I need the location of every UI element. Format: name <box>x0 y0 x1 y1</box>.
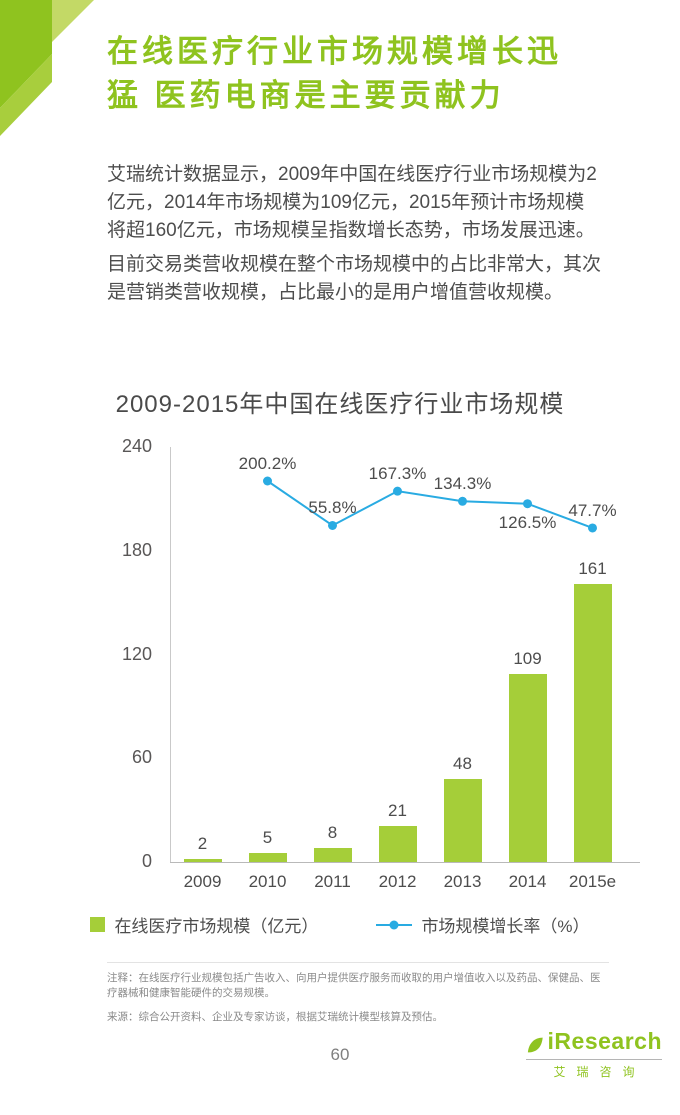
paragraph-1: 艾瑞统计数据显示，2009年中国在线医疗行业市场规模为2亿元，2014年市场规模… <box>107 164 597 241</box>
leaf-icon <box>527 1037 543 1053</box>
logo-brand-text: iResearch <box>547 1028 662 1054</box>
bar <box>508 673 547 862</box>
x-axis-label: 2015e <box>568 872 617 891</box>
footnotes: 注释：在线医疗行业规模包括广告收入、向用户提供医疗服务而收取的用户增值收入以及药… <box>107 962 609 1025</box>
page-number: 60 <box>330 1045 350 1064</box>
x-axis-label: 2014 <box>508 872 547 891</box>
line-point <box>393 486 402 496</box>
logo-divider <box>526 1059 662 1060</box>
footnote-source: 来源：综合公开资料、企业及专家访谈，根据艾瑞统计模型核算及预估。 <box>107 1011 443 1023</box>
bar-value-label: 2 <box>197 833 208 853</box>
line-point <box>263 476 272 486</box>
page-title: 在线医疗行业市场规模增长迅 猛 医药电商是主要贡献力 <box>107 30 612 118</box>
line-point <box>588 523 597 533</box>
rate-label: 47.7% <box>568 500 617 520</box>
bar <box>313 848 352 862</box>
x-axis-line <box>170 862 640 863</box>
rate-label: 55.8% <box>308 498 357 518</box>
line-point <box>523 499 532 509</box>
body-text: 艾瑞统计数据显示，2009年中国在线医疗行业市场规模为2亿元，2014年市场规模… <box>107 161 603 313</box>
bar <box>443 779 482 862</box>
iresearch-logo: iResearch 艾瑞咨询 <box>526 1028 662 1080</box>
bar-value-label: 8 <box>327 823 338 843</box>
bar <box>183 858 222 862</box>
line-point <box>328 520 337 530</box>
bar-value-label: 109 <box>513 648 542 668</box>
y-axis-tick-label: 240 <box>121 436 152 456</box>
x-axis-label: 2012 <box>378 872 417 891</box>
x-axis-label: 2013 <box>443 872 482 891</box>
legend-line-label: 市场规模增长率（%） <box>421 917 590 936</box>
x-axis-label: 2010 <box>248 872 287 891</box>
x-axis-label: 2009 <box>183 872 222 891</box>
y-axis-tick-label: 60 <box>131 747 152 768</box>
chart-legend: 在线医疗市场规模（亿元） 市场规模增长率（%） <box>0 912 680 937</box>
bar-value-label: 5 <box>262 828 273 848</box>
y-axis-tick-label: 0 <box>141 851 152 871</box>
legend-bar-label: 在线医疗市场规模（亿元） <box>114 917 319 936</box>
page-title-line-1: 在线医疗行业市场规模增长迅 <box>107 34 562 69</box>
rate-label: 167.3% <box>368 464 427 484</box>
rate-label: 134.3% <box>433 474 492 494</box>
logo-brand-cn: 艾瑞咨询 <box>553 1065 646 1079</box>
rate-label: 126.5% <box>498 512 557 532</box>
bar <box>248 853 287 862</box>
rate-label: 200.2% <box>238 454 297 473</box>
bar-value-label: 161 <box>578 558 607 578</box>
line-point <box>458 496 467 506</box>
legend-line-icon <box>376 920 413 929</box>
bar-value-label: 21 <box>388 800 407 820</box>
x-axis-label: 2011 <box>314 872 351 891</box>
logo-row: iResearch <box>526 1028 662 1055</box>
bar <box>378 825 417 862</box>
bar-value-label: 48 <box>453 754 472 773</box>
y-axis-line <box>170 447 171 862</box>
legend-bar-swatch-icon <box>90 917 106 932</box>
footnote-note: 注释：在线医疗行业规模包括广告收入、向用户提供医疗服务而收取的用户增值收入以及药… <box>107 972 601 999</box>
chart-title: 2009-2015年中国在线医疗行业市场规模 <box>115 391 565 418</box>
legend-item-bar: 在线医疗市场规模（亿元） <box>90 912 318 937</box>
corner-ribbon-icon <box>0 0 94 136</box>
growth-rate-line <box>263 476 597 533</box>
page-title-line-2: 猛 医药电商是主要贡献力 <box>107 78 505 113</box>
legend-item-line: 市场规模增长率（%） <box>376 912 590 937</box>
y-axis-tick-label: 120 <box>121 643 152 664</box>
y-axis-tick-label: 180 <box>121 539 152 560</box>
bar <box>573 583 612 862</box>
paragraph-2: 目前交易类营收规模在整个市场规模中的占比非常大，其次是营销类营收规模，占比最小的… <box>107 254 602 303</box>
